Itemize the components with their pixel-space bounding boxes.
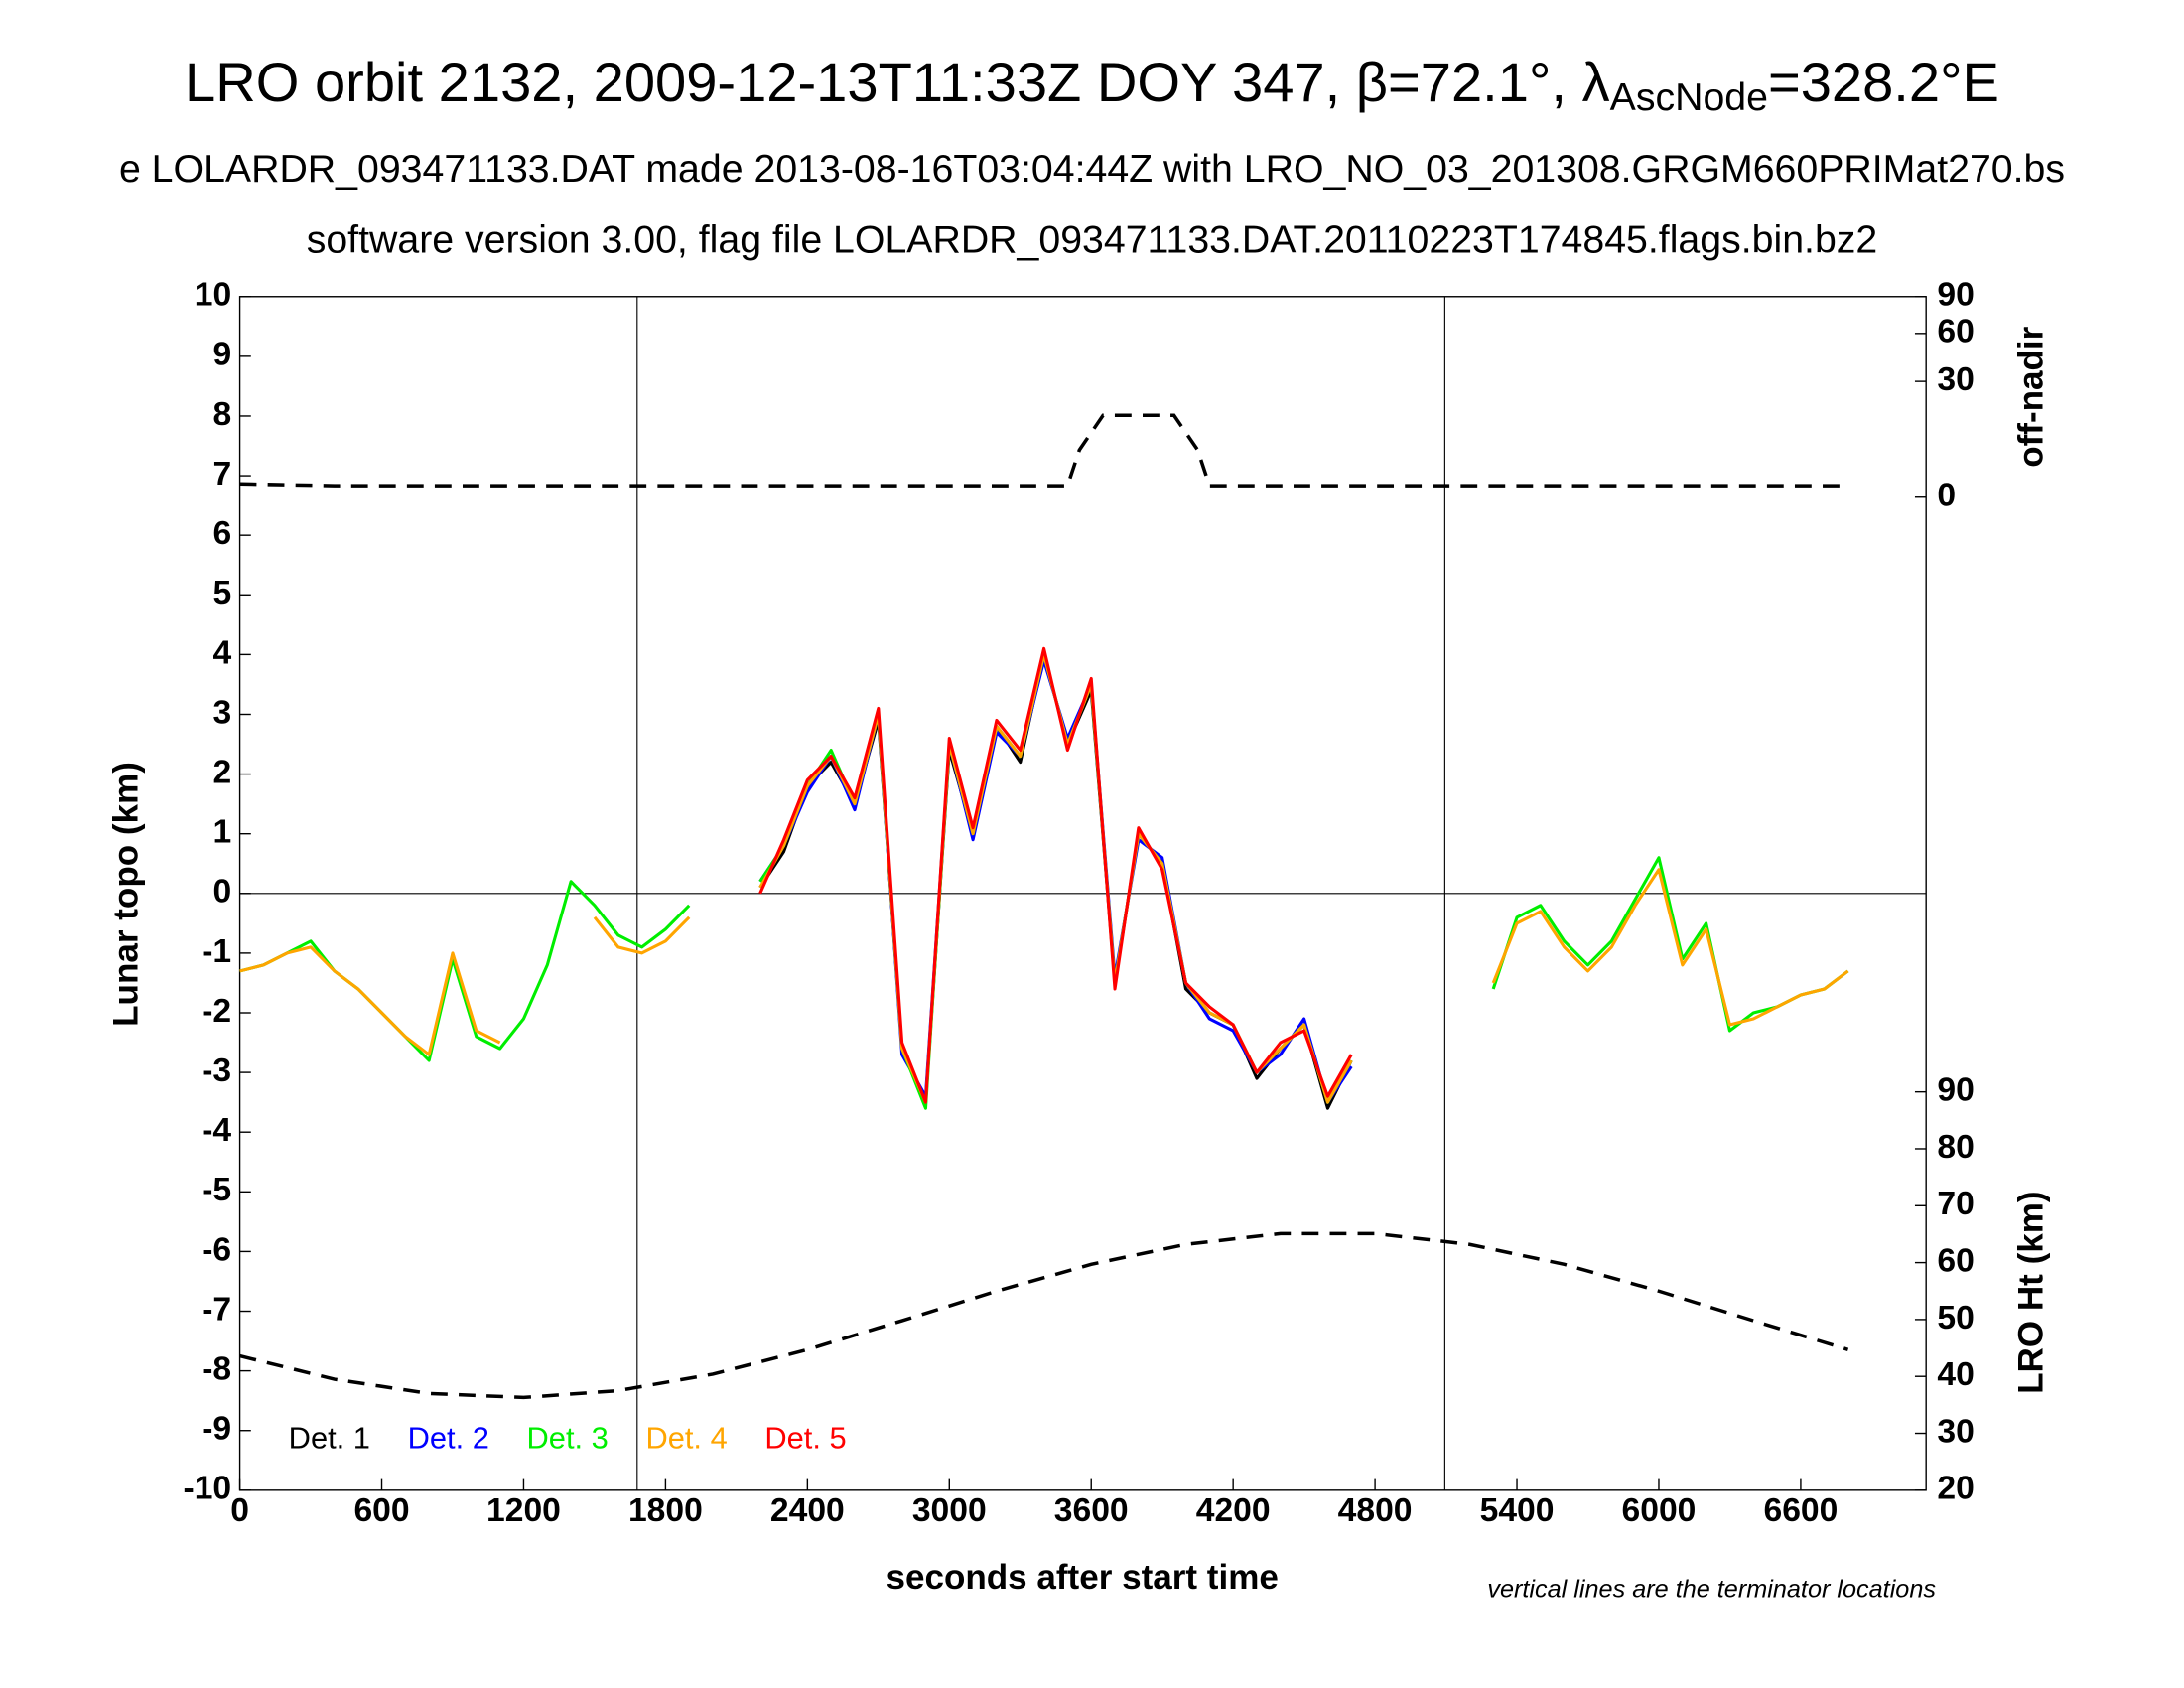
x-tick-label: 5400	[1480, 1492, 1555, 1529]
height-tick-label: 50	[1937, 1300, 1974, 1336]
offnadir-tick-label: 30	[1937, 361, 1974, 398]
topo-series	[593, 915, 691, 955]
x-tick-label: 6000	[1622, 1492, 1697, 1529]
y-tick-label: -10	[184, 1471, 232, 1507]
legend-entry: Det. 4	[645, 1420, 727, 1455]
y-tick-label: 5	[212, 575, 231, 612]
height-axis-label: LRO Ht (km)	[2011, 1191, 2050, 1393]
x-tick-label: 2400	[770, 1492, 845, 1529]
y-tick-label: -6	[202, 1231, 231, 1268]
height-tick-label: 90	[1937, 1072, 1974, 1109]
offnadir-tick-label: 60	[1937, 314, 1974, 351]
y-tick-label: 10	[195, 277, 231, 314]
topo-series	[239, 880, 691, 1062]
height-tick-label: 60	[1937, 1242, 1974, 1279]
legend-entry: Det. 1	[289, 1420, 370, 1455]
topo-series	[1491, 868, 1849, 1027]
y-tick-label: 7	[212, 456, 231, 492]
title-sub: AscNode	[1610, 75, 1768, 119]
x-axis-label: seconds after start time	[886, 1558, 1278, 1597]
y-tick-label: 1	[212, 814, 231, 851]
y-tick-label: -7	[202, 1291, 231, 1328]
chart-title: LRO orbit 2132, 2009-12-13T11:33Z DOY 34…	[185, 51, 1999, 120]
offnadir-tick-label: 0	[1937, 478, 1956, 514]
y-tick-label: -4	[202, 1112, 231, 1149]
legend-entry: Det. 5	[764, 1420, 846, 1455]
y-tick-label: 8	[212, 396, 231, 433]
x-tick-label: 6600	[1763, 1492, 1838, 1529]
annotation: vertical lines are the terminator locati…	[1487, 1575, 1936, 1603]
y-tick-label: 4	[212, 634, 231, 671]
topo-series	[758, 646, 1353, 1104]
title-part: =328.2°E	[1768, 51, 1999, 113]
height-tick-label: 70	[1937, 1186, 1974, 1222]
offnadir-tick-label: 90	[1937, 277, 1974, 314]
offnadir-line	[239, 413, 1848, 488]
subtitle: software version 3.00, flag file LOLARDR…	[307, 217, 1878, 261]
x-tick-label: 3600	[1054, 1492, 1129, 1529]
x-tick-label: 0	[230, 1492, 249, 1529]
y-tick-label: -3	[202, 1053, 231, 1089]
height-tick-label: 20	[1937, 1471, 1974, 1507]
x-tick-label: 1800	[628, 1492, 703, 1529]
legend-entry: Det. 3	[527, 1420, 609, 1455]
y-tick-label: 2	[212, 754, 231, 790]
legend-entry: Det. 2	[408, 1420, 489, 1455]
x-tick-label: 3000	[912, 1492, 987, 1529]
x-tick-label: 4800	[1338, 1492, 1413, 1529]
y-tick-label: 6	[212, 515, 231, 552]
y-tick-label: -9	[202, 1411, 231, 1448]
y-axis-label: Lunar topo (km)	[107, 762, 146, 1027]
height-tick-label: 40	[1937, 1356, 1974, 1393]
offnadir-axis-label: off-nadir	[2011, 326, 2050, 467]
height-tick-label: 80	[1937, 1129, 1974, 1166]
height-tick-label: 30	[1937, 1413, 1974, 1450]
y-tick-label: -1	[202, 933, 231, 970]
topo-series	[239, 945, 501, 1056]
y-tick-label: -8	[202, 1351, 231, 1388]
y-tick-label: 3	[212, 694, 231, 731]
height-line	[239, 1231, 1849, 1400]
x-tick-label: 4200	[1196, 1492, 1271, 1529]
subtitle: e LOLARDR_093471133.DAT made 2013-08-16T…	[119, 147, 2065, 191]
y-tick-label: -5	[202, 1172, 231, 1208]
x-tick-label: 1200	[486, 1492, 561, 1529]
x-tick-label: 600	[353, 1492, 409, 1529]
y-tick-label: -2	[202, 993, 231, 1030]
y-tick-label: 9	[212, 337, 231, 373]
title-part: LRO orbit 2132, 2009-12-13T11:33Z DOY 34…	[185, 51, 1610, 113]
y-tick-label: 0	[212, 874, 231, 911]
